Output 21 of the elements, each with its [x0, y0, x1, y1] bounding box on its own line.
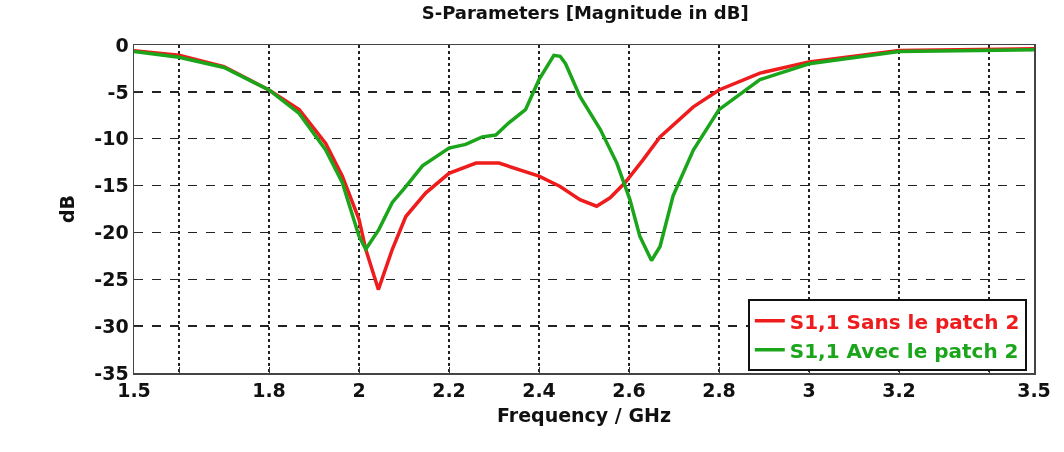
x-tick-label: 2.8: [702, 379, 736, 402]
x-tick-label: 3.5: [1017, 379, 1051, 402]
y-axis-title: dB: [56, 194, 79, 224]
y-tick-label: -15: [94, 174, 129, 197]
x-tick-label: 1.8: [252, 379, 286, 402]
x-tick-label: 2.6: [612, 379, 646, 402]
x-tick-label: 2: [352, 379, 366, 402]
x-tick-label: 2.2: [432, 379, 466, 402]
chart-title: S-Parameters [Magnitude in dB]: [421, 2, 749, 24]
x-tick-label: 3.2: [882, 379, 916, 402]
y-tick-label: -25: [94, 267, 129, 290]
y-tick-label: -10: [94, 127, 129, 150]
y-tick-label: -5: [107, 80, 129, 103]
legend-label: S1,1 Avec le patch 2: [789, 338, 1019, 363]
x-tick-label: 2.4: [522, 379, 556, 402]
x-axis-title: Frequency / GHz: [497, 403, 671, 426]
legend-label: S1,1 Sans le patch 2: [789, 309, 1020, 334]
y-tick-label: 0: [115, 33, 129, 56]
y-tick-label: -30: [94, 314, 129, 337]
y-tick-label: -20: [94, 221, 129, 244]
x-tick-label: 3: [802, 379, 816, 402]
